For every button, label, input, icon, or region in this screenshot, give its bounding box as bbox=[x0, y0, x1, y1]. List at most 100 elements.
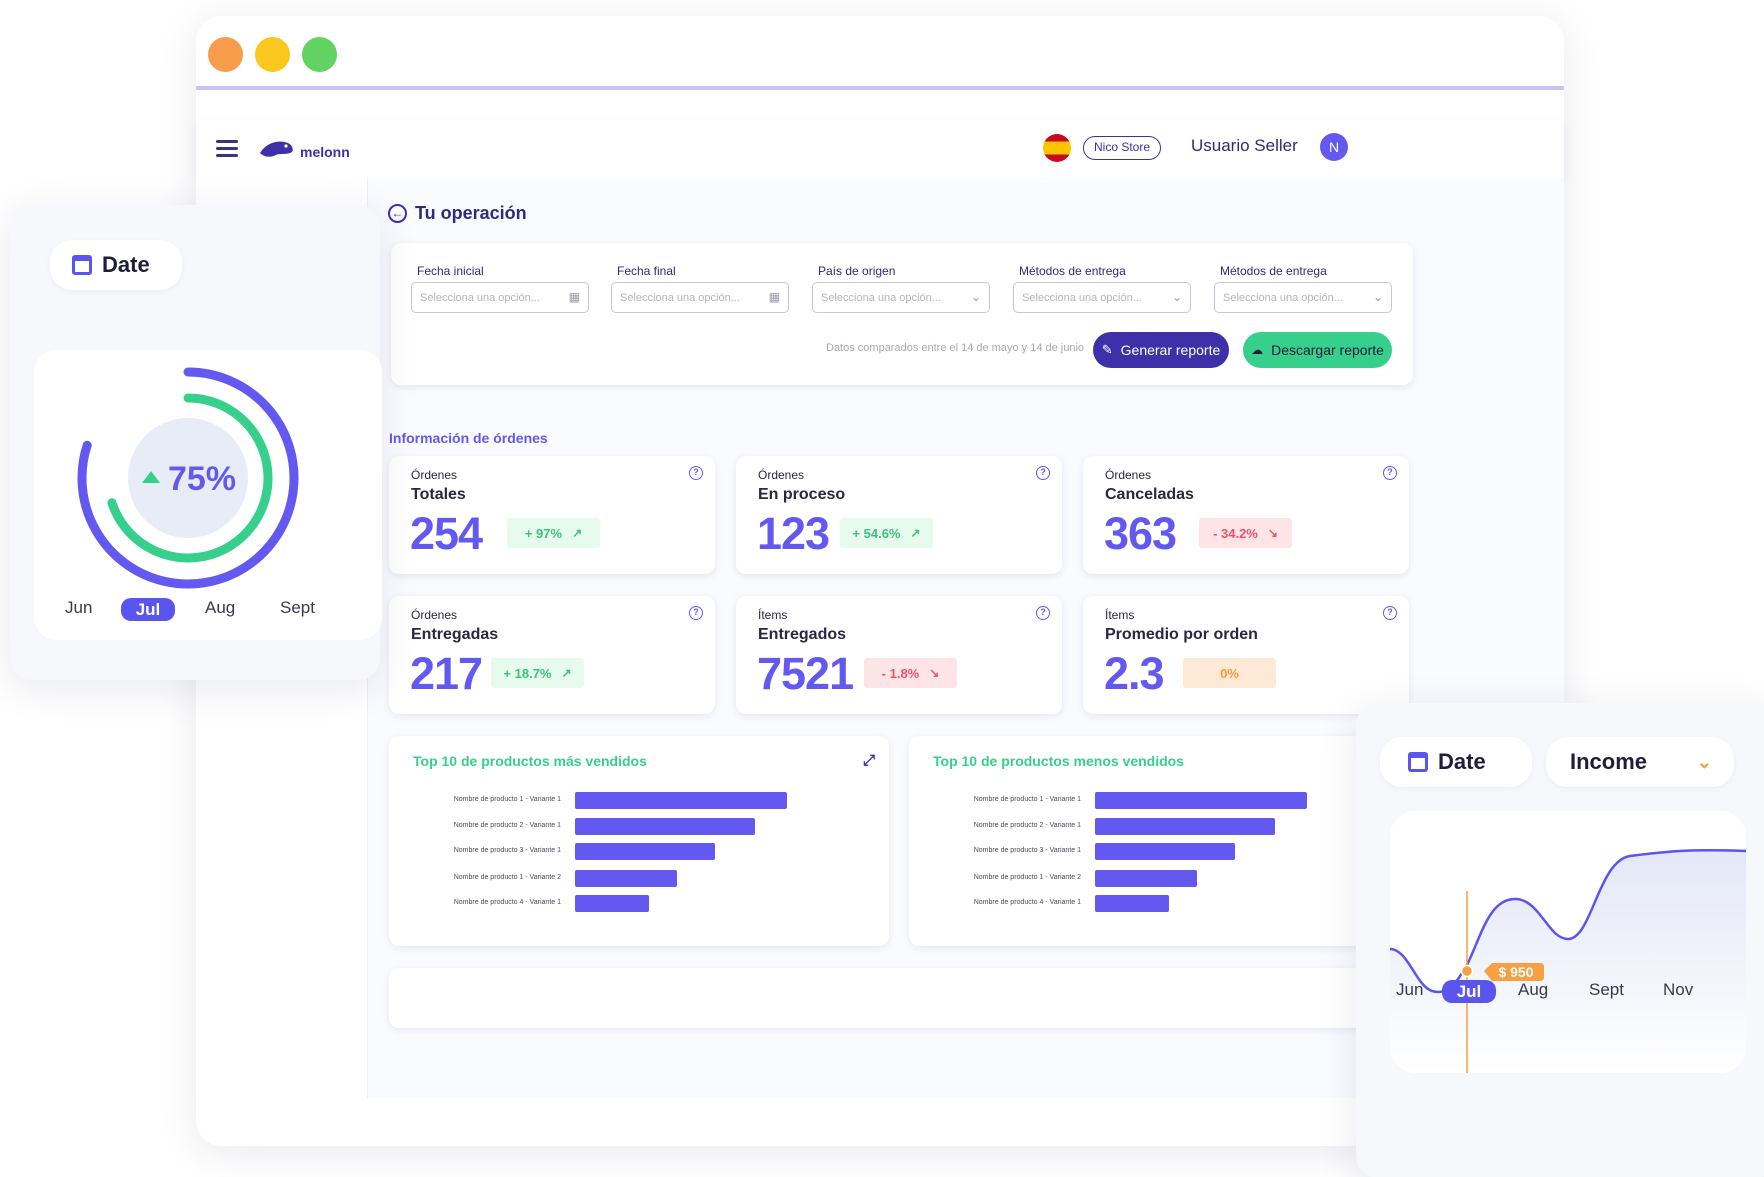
month-option[interactable]: Jul bbox=[1442, 980, 1496, 1003]
download-report-label: Descargar reporte bbox=[1271, 342, 1384, 358]
least-sold-card: Top 10 de productos menos vendidos Nombr… bbox=[909, 736, 1409, 946]
month-option[interactable]: Jun bbox=[65, 598, 93, 617]
help-icon[interactable]: ? bbox=[689, 606, 703, 620]
bar[interactable] bbox=[1095, 869, 1197, 887]
metric-card[interactable]: ? Ítems Promedio por orden 2.3 0% bbox=[1083, 596, 1409, 714]
trend-down-icon: ↘ bbox=[929, 666, 940, 680]
bar[interactable] bbox=[575, 869, 677, 887]
app-header: melonn Nico Store Usuario Seller N bbox=[196, 120, 1564, 178]
metric-change-badge: - 1.8% ↘ bbox=[864, 658, 957, 688]
month-option[interactable]: Aug bbox=[1518, 980, 1549, 999]
filter-label-end-date: Fecha final bbox=[617, 264, 676, 278]
bar-label: Nombre de producto 2 - Variante 1 bbox=[973, 821, 1081, 829]
bar[interactable] bbox=[1095, 817, 1276, 835]
menu-icon[interactable] bbox=[216, 140, 238, 157]
bar-label: Nombre de producto 4 - Variante 1 bbox=[973, 899, 1081, 906]
delivery-method-select-1[interactable]: Selecciona una opción... ⌄ bbox=[1013, 282, 1191, 313]
metric-card[interactable]: ? Ítems Entregados 7521 - 1.8% ↘ bbox=[736, 596, 1062, 714]
metric-caption: Órdenes bbox=[411, 468, 458, 482]
generate-report-label: Generar reporte bbox=[1120, 342, 1221, 358]
tooltip-bg bbox=[1484, 963, 1544, 981]
bar-label: Nombre de producto 2 - Variante 1 bbox=[453, 821, 561, 829]
window-close-dot[interactable] bbox=[208, 37, 243, 72]
metric-value: 7521 bbox=[757, 648, 854, 699]
metric-change-badge: + 97% ↗ bbox=[507, 518, 600, 548]
bar[interactable] bbox=[575, 895, 650, 912]
help-icon[interactable]: ? bbox=[689, 466, 703, 480]
brand-logo[interactable]: melonn bbox=[258, 136, 350, 160]
avatar[interactable]: N bbox=[1320, 133, 1348, 161]
bar[interactable] bbox=[575, 792, 787, 809]
country-select[interactable]: Selecciona una opción... ⌄ bbox=[812, 282, 990, 313]
income-panel: Date Income ⌄ $ 950 Jun Jul Aug Sept Nov bbox=[1356, 703, 1764, 1177]
month-option[interactable]: Sept bbox=[1589, 980, 1624, 999]
bird-logo-icon bbox=[260, 141, 293, 157]
calendar-icon: ▦ bbox=[568, 290, 580, 304]
least-sold-title: Top 10 de productos menos vendidos bbox=[933, 753, 1184, 769]
donut-panel: Date 75% Jun Jul Aug Sept bbox=[10, 205, 382, 680]
download-report-button[interactable]: ☁ Descargar reporte bbox=[1243, 332, 1392, 368]
bar[interactable] bbox=[1095, 792, 1307, 809]
trend-down-icon: ↘ bbox=[1267, 526, 1278, 540]
donut-center bbox=[128, 418, 248, 538]
tooltip-value: $ 950 bbox=[1498, 964, 1533, 980]
chevron-down-icon: ⌄ bbox=[1171, 290, 1182, 304]
metric-card[interactable]: ? Órdenes Canceladas 363 - 34.2% ↘ bbox=[1083, 456, 1409, 574]
window-minimize-dot[interactable] bbox=[255, 37, 290, 72]
page-header: ← Tu operación bbox=[388, 203, 527, 224]
filter-label-country: País de origen bbox=[818, 264, 896, 278]
window-maximize-dot[interactable] bbox=[302, 37, 337, 72]
metric-change-value: + 97% bbox=[524, 525, 563, 541]
top-sold-card: Top 10 de productos más vendidos ⤢ Nombr… bbox=[389, 736, 889, 946]
month-option[interactable]: Jul bbox=[121, 598, 175, 621]
help-icon[interactable]: ? bbox=[1383, 606, 1397, 620]
window-divider bbox=[196, 86, 1564, 90]
date-chip-right[interactable]: Date bbox=[1380, 737, 1532, 787]
end-date-input[interactable]: Selecciona una opción... ▦ bbox=[611, 282, 789, 313]
date-chip-left[interactable]: Date bbox=[50, 240, 182, 290]
user-name[interactable]: Usuario Seller bbox=[1191, 136, 1298, 155]
expand-icon[interactable]: ⤢ bbox=[862, 752, 875, 769]
metric-card[interactable]: ? Órdenes Totales 254 + 97% ↗ bbox=[389, 456, 715, 574]
help-icon[interactable]: ? bbox=[1036, 466, 1050, 480]
metric-title: Promedio por orden bbox=[1105, 626, 1258, 643]
month-option[interactable]: Aug bbox=[205, 598, 236, 617]
bar[interactable] bbox=[575, 843, 715, 860]
month-option[interactable]: Nov bbox=[1663, 980, 1694, 999]
bar-label: Nombre de producto 1 - Variante 1 bbox=[973, 796, 1081, 803]
filter-label-delivery-2: Métodos de entrega bbox=[1220, 264, 1327, 278]
start-date-input[interactable]: Selecciona una opción... ▦ bbox=[411, 282, 589, 313]
country-placeholder: Selecciona una opción... bbox=[821, 292, 941, 304]
spain-flag-icon[interactable] bbox=[1043, 134, 1071, 162]
highlight-point[interactable] bbox=[1460, 964, 1474, 978]
metric-card[interactable]: ? Órdenes En proceso 123 + 54.6% ↗ bbox=[736, 456, 1062, 574]
bar[interactable] bbox=[575, 817, 756, 835]
generate-report-button[interactable]: ✎ Generar reporte bbox=[1093, 332, 1229, 368]
donut-chart: 75% bbox=[77, 367, 299, 589]
chevron-down-icon: ⌄ bbox=[970, 290, 981, 304]
month-option[interactable]: Jun bbox=[1396, 980, 1424, 999]
bar[interactable] bbox=[1095, 895, 1170, 912]
chevron-down-icon: ⌄ bbox=[1696, 751, 1712, 772]
delivery-method-select-2[interactable]: Selecciona una opción... ⌄ bbox=[1214, 282, 1392, 313]
store-chip[interactable]: Nico Store bbox=[1083, 136, 1161, 160]
metric-title: Entregadas bbox=[411, 626, 499, 643]
metric-change-value: + 54.6% bbox=[852, 525, 901, 541]
metric-change-badge: - 34.2% ↘ bbox=[1199, 518, 1292, 548]
metric-card[interactable]: ? Órdenes Entregadas 217 + 18.7% ↗ bbox=[389, 596, 715, 714]
metric-title: Canceladas bbox=[1105, 486, 1194, 503]
help-icon[interactable]: ? bbox=[1036, 606, 1050, 620]
bar-label: Nombre de producto 4 - Variante 1 bbox=[453, 899, 561, 906]
inner-ring-arc bbox=[107, 393, 273, 563]
arrow-left-circle-icon[interactable]: ← bbox=[388, 204, 407, 223]
calendar-icon bbox=[72, 255, 92, 275]
month-option[interactable]: Sept bbox=[280, 598, 315, 617]
income-dropdown[interactable]: Income ⌄ bbox=[1546, 737, 1734, 787]
income-line bbox=[1390, 848, 1746, 994]
bar-label: Nombre de producto 1 - Variante 2 bbox=[453, 873, 561, 881]
metric-change-badge: + 18.7% ↗ bbox=[491, 658, 584, 688]
help-icon[interactable]: ? bbox=[1383, 466, 1397, 480]
comparison-note: Datos comparados entre el 14 de mayo y 1… bbox=[826, 342, 1085, 354]
bar[interactable] bbox=[1095, 843, 1235, 860]
